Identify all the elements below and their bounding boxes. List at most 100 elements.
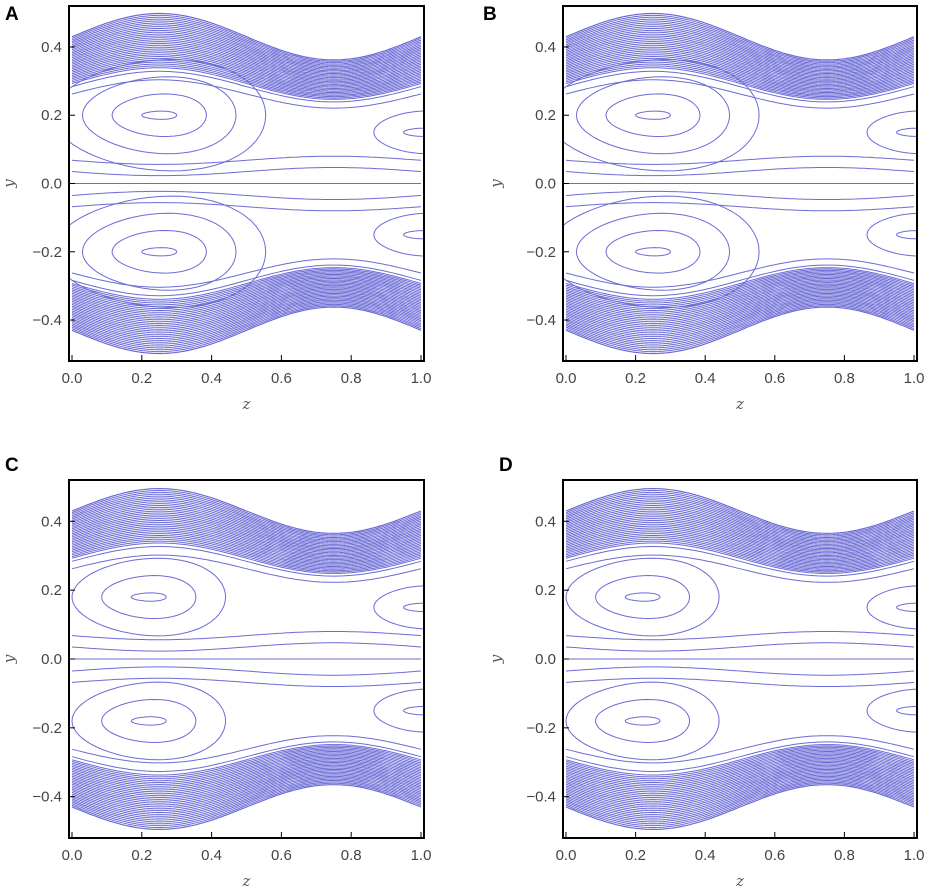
contour-plot: 0.0 0.2 0.4 0.6 0.8 1.0 −0.4 −0.2 0.0 0.2 0.4 z y bbox=[487, 5, 924, 413]
wall-streamline bbox=[565, 762, 915, 800]
wall-streamline bbox=[565, 752, 915, 787]
wall-streamline bbox=[71, 488, 422, 534]
trapped-bolus-loop bbox=[896, 127, 917, 137]
panel-label: A bbox=[5, 4, 19, 25]
y-tick-label: 0.0 bbox=[535, 651, 556, 668]
wall-streamline bbox=[565, 44, 915, 84]
contour-lines bbox=[563, 12, 917, 355]
wall-streamline bbox=[71, 272, 422, 308]
wall-streamline bbox=[71, 531, 422, 566]
wall-streamline bbox=[565, 749, 915, 783]
wall-streamline bbox=[565, 306, 915, 355]
wall-streamline bbox=[71, 542, 422, 574]
trapped-bolus-loop bbox=[373, 110, 424, 155]
contour-lines bbox=[71, 488, 424, 830]
x-tick-label: 0.4 bbox=[201, 370, 222, 387]
wall-streamline bbox=[565, 763, 915, 802]
x-axis-label: z bbox=[735, 872, 744, 889]
contour-plot: 0.0 0.2 0.4 0.6 0.8 1.0 −0.4 −0.2 0.0 0.2 0.4 z y bbox=[0, 479, 431, 889]
wall-streamline bbox=[565, 523, 915, 561]
wall-streamline bbox=[71, 35, 422, 77]
wall-streamline bbox=[565, 303, 915, 351]
wall-streamline bbox=[565, 286, 915, 326]
wall-streamline bbox=[565, 39, 915, 80]
wall-streamline bbox=[71, 284, 422, 325]
wall-streamline bbox=[71, 18, 422, 65]
wall-streamline bbox=[71, 763, 422, 802]
trapped-bolus-loop bbox=[373, 688, 424, 733]
wall-streamline bbox=[565, 506, 915, 548]
wall-streamline bbox=[71, 491, 422, 537]
trapped-bolus-loop bbox=[81, 212, 237, 291]
wall-streamline bbox=[71, 510, 422, 551]
wall-streamline bbox=[565, 505, 915, 547]
wall-streamline bbox=[71, 499, 422, 543]
center-streamline bbox=[565, 666, 915, 676]
wall-streamline bbox=[565, 529, 915, 565]
trapped-bolus-loop bbox=[403, 127, 424, 137]
trapped-bolus-loop bbox=[896, 230, 917, 240]
wall-streamline bbox=[565, 748, 915, 782]
center-streamline bbox=[71, 167, 422, 177]
y-tick-label: −0.4 bbox=[32, 312, 62, 329]
wall-streamline bbox=[565, 264, 915, 297]
x-tick-label: 0.0 bbox=[62, 370, 83, 387]
y-tick-label: −0.4 bbox=[32, 789, 62, 806]
trapped-bolus-loop bbox=[624, 716, 661, 726]
wall-streamline bbox=[71, 302, 422, 349]
wall-streamline bbox=[565, 33, 915, 76]
wall-streamline bbox=[71, 781, 422, 827]
wall-streamline bbox=[565, 770, 915, 812]
wall-streamline bbox=[565, 741, 915, 772]
wall-streamline bbox=[565, 497, 915, 541]
wall-streamline bbox=[565, 521, 915, 559]
panel-label: C bbox=[5, 455, 19, 476]
x-tick-label: 0.2 bbox=[625, 370, 646, 387]
x-axis-label: z bbox=[735, 395, 744, 413]
x-tick-label: 1.0 bbox=[411, 370, 432, 387]
wall-streamline bbox=[565, 297, 915, 341]
wall-streamline bbox=[565, 299, 915, 345]
contour-lines bbox=[69, 12, 424, 355]
wall-streamline bbox=[71, 22, 422, 68]
wall-streamline bbox=[565, 764, 915, 804]
wall-streamline bbox=[71, 760, 422, 798]
wall-streamline bbox=[71, 303, 422, 351]
x-tick-label: 0.0 bbox=[556, 370, 577, 387]
wall-streamline bbox=[71, 24, 422, 69]
y-axis-label: y bbox=[487, 654, 505, 664]
wall-streamline bbox=[565, 20, 915, 66]
wall-streamline bbox=[71, 521, 422, 559]
wall-streamline bbox=[565, 295, 915, 339]
center-streamline bbox=[71, 677, 422, 687]
center-streamline bbox=[71, 642, 422, 652]
y-tick-label: 0.4 bbox=[535, 513, 556, 530]
y-axis-label: y bbox=[0, 179, 18, 189]
wall-streamline bbox=[565, 538, 915, 572]
wall-streamline bbox=[565, 26, 915, 70]
wall-streamline bbox=[565, 14, 915, 62]
wall-streamline bbox=[565, 48, 915, 87]
trapped-bolus-loop bbox=[403, 706, 424, 716]
trapped-bolus-loop bbox=[595, 574, 691, 620]
contour-panel-a: A 0.0 0.2 0.4 0.6 0.8 1.0 −0.4 −0.2 0.0 0.2 0.4 z y bbox=[0, 0, 464, 445]
wall-streamline bbox=[71, 503, 422, 545]
contour-panel-c: C 0.0 0.2 0.4 0.6 0.8 1.0 −0.4 −0.2 0.0 0.2 0.4 z y bbox=[0, 445, 464, 889]
wall-streamline bbox=[71, 782, 422, 828]
wall-streamline bbox=[565, 52, 915, 89]
wall-streamline bbox=[565, 510, 915, 551]
wall-streamline bbox=[71, 495, 422, 540]
wall-streamline bbox=[565, 291, 915, 334]
wall-streamline bbox=[71, 280, 422, 319]
wall-streamline bbox=[565, 276, 915, 313]
wall-streamline bbox=[565, 499, 915, 543]
wall-streamline bbox=[71, 267, 422, 300]
trapped-bolus-loop bbox=[101, 698, 197, 744]
wall-streamline bbox=[71, 516, 422, 555]
wall-streamline bbox=[565, 508, 915, 549]
wall-streamline bbox=[565, 274, 915, 310]
y-tick-label: 0.2 bbox=[535, 107, 556, 124]
wall-streamline bbox=[565, 12, 915, 61]
wall-streamline bbox=[565, 37, 915, 79]
wall-streamline bbox=[565, 751, 915, 785]
